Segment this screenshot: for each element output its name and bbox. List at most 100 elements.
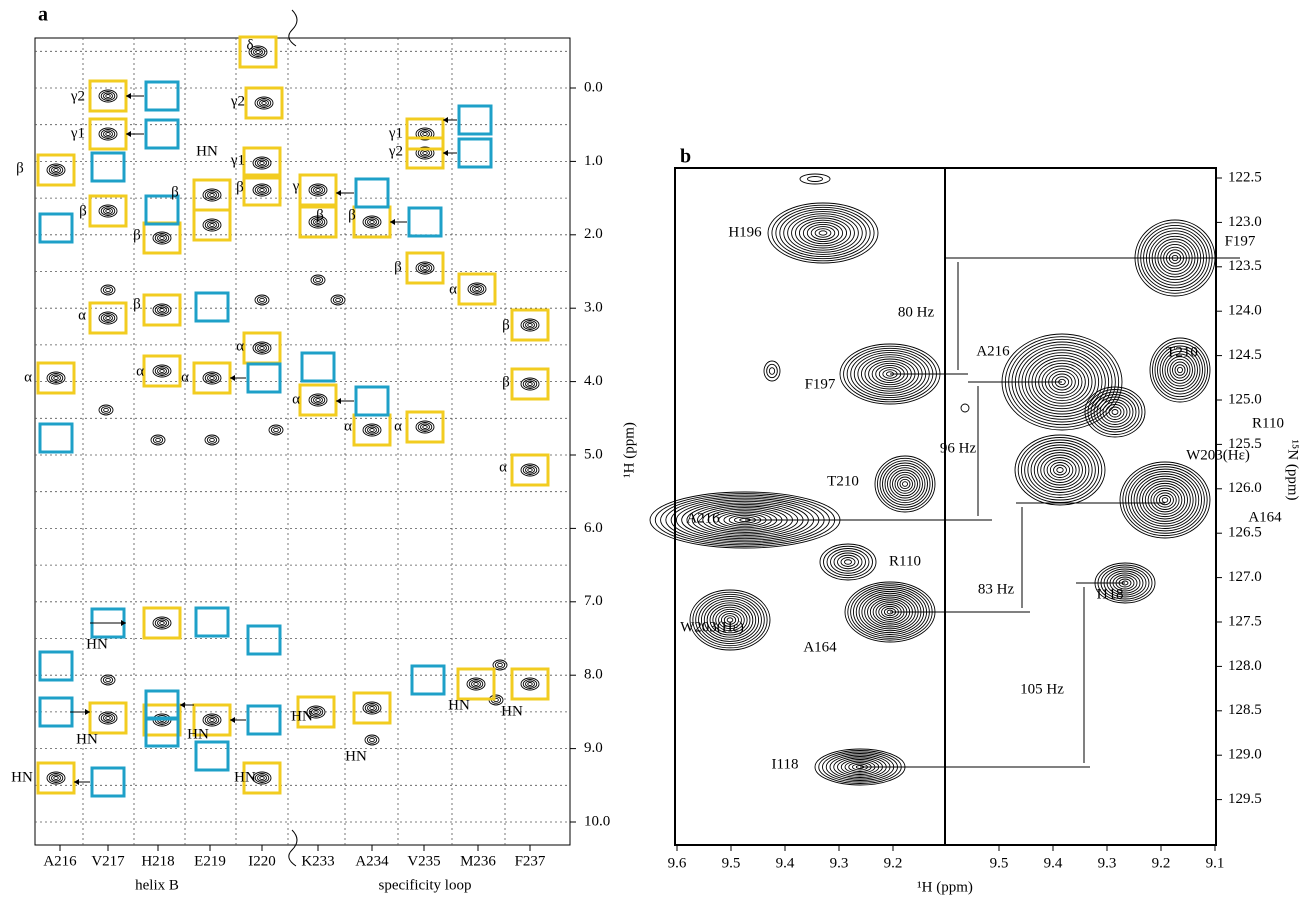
highlight-box [144,608,180,638]
y-tick-label: 122.5 [1228,169,1262,185]
highlight-box [246,88,282,118]
peak-label: β [236,179,244,195]
contour [103,677,112,684]
peak-label: α [394,418,402,434]
highlight-box [90,703,126,733]
contour [208,375,217,381]
contour [210,194,215,197]
y-tick-label: 4.0 [584,373,603,389]
y-tick-label: 6.0 [584,520,603,536]
peak-label: γ2 [230,93,245,109]
contour [258,160,267,166]
contour [421,150,430,156]
highlight-box [459,139,491,167]
contour [368,427,377,433]
y-tick-label: 125.0 [1228,391,1262,407]
coupling-label: 80 Hz [898,304,935,320]
peak-label: W203(Hε) [680,619,744,635]
contour [841,558,855,567]
peak-label: γ1 [230,152,245,168]
peak-label: HN [76,731,98,747]
contour [1109,407,1121,417]
highlight-box [194,210,230,240]
x-tick-label: 9.3 [1098,855,1117,871]
contour [1047,460,1073,480]
contour [1054,465,1067,475]
highlight-box [40,214,72,242]
y-tick-label: 129.5 [1228,791,1262,807]
highlight-box [354,693,390,723]
contour [158,235,167,241]
column-label: I220 [248,853,276,869]
highlight-box [90,303,126,333]
contour [257,297,266,304]
contour [160,309,165,312]
y-tick-label: 124.5 [1228,347,1262,363]
contour [792,216,855,250]
contour [473,286,482,292]
y-tick-label: 126.0 [1228,480,1262,496]
highlight-box [92,768,124,796]
highlight-box [407,119,443,149]
peak-label: β [133,296,141,312]
highlight-box [40,652,72,680]
highlight-box [412,666,444,694]
column-label: V235 [407,853,440,869]
peak-label: β [316,207,324,223]
contour [423,426,428,429]
y-tick-label: 126.5 [1228,525,1262,541]
contour [819,231,827,235]
contour [158,620,167,626]
contour [314,397,323,403]
contour [104,131,113,137]
peak-label: T210 [1166,344,1198,360]
break-mark [289,830,297,866]
peak-label: HN [501,703,523,719]
contour [526,467,535,473]
peak-label: HN [196,143,218,159]
contour [528,683,533,686]
highlight-box [354,207,390,237]
contour [158,368,167,374]
highlight-box [302,353,334,381]
group-label: helix B [135,877,179,893]
highlight-box [196,742,228,770]
peak-label: HN [291,708,313,724]
column-label: V217 [91,853,125,869]
peak-label: T210 [827,473,859,489]
contour [780,209,866,256]
contour [1044,458,1076,483]
contour [106,317,111,320]
highlight-box [300,385,336,415]
highlight-box [38,363,74,393]
contour [1162,498,1168,503]
contour [800,174,830,184]
contour [160,370,165,373]
contour [1175,365,1185,376]
contour [1126,467,1205,534]
highlight-box [407,253,443,283]
contour [370,429,375,432]
contour [1041,455,1080,485]
contour [472,681,481,687]
y-tick-label: 2.0 [584,226,603,242]
contour [803,222,842,243]
contour [208,192,217,198]
contour [208,222,217,228]
y-tick-label: 127.0 [1228,569,1262,585]
contour [106,133,111,136]
contour [845,560,852,565]
contour [258,775,267,781]
contour [528,383,533,386]
contour [1143,481,1188,519]
highlight-box [512,669,548,699]
contour [370,707,375,710]
highlight-box [146,120,178,148]
contour [104,93,113,99]
contour [498,663,503,666]
peak-label: β [79,203,87,219]
peak-label: α [292,391,300,407]
contour [1178,367,1183,372]
peak-label: β [171,184,179,200]
contour [1015,435,1105,505]
